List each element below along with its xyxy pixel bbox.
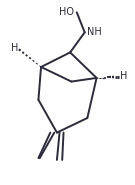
- Text: HO: HO: [59, 7, 74, 17]
- Text: H: H: [11, 43, 18, 53]
- Text: H: H: [120, 71, 127, 81]
- Text: NH: NH: [87, 27, 102, 37]
